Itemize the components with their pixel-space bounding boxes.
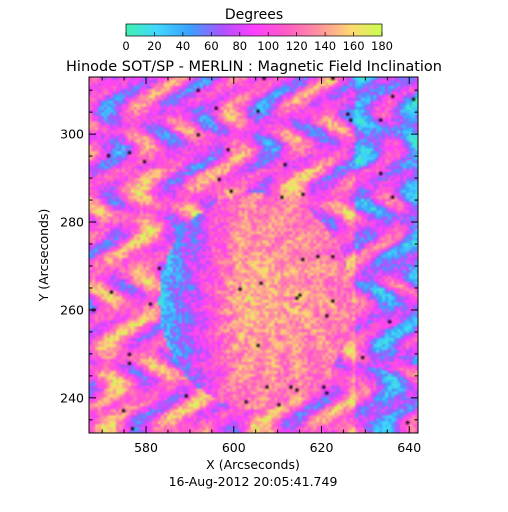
y-tick-label: 300 bbox=[60, 127, 84, 142]
timestamp: 16-Aug-2012 20:05:41.749 bbox=[169, 474, 338, 489]
colorbar-ticks: 0 20 40 60 80 100 120 140 160 180 bbox=[122, 32, 393, 53]
colorbar-tick-label: 60 bbox=[204, 39, 219, 53]
colorbar bbox=[125, 23, 383, 37]
y-axis-label: Y (Arcseconds) bbox=[36, 209, 51, 303]
x-axis-label: X (Arcseconds) bbox=[206, 457, 300, 472]
plot-frame bbox=[88, 76, 419, 434]
colorbar-tick-label: 40 bbox=[176, 39, 191, 53]
colorbar-tick-label: 140 bbox=[314, 39, 336, 53]
colorbar-tick-label: 160 bbox=[343, 39, 365, 53]
x-tick-label: 640 bbox=[397, 440, 421, 455]
colorbar-label: Degrees bbox=[225, 7, 283, 23]
colorbar-tick-label: 80 bbox=[232, 39, 247, 53]
x-tick-label: 620 bbox=[310, 440, 334, 455]
colorbar-tick-label: 120 bbox=[286, 39, 308, 53]
colorbar-tick-label: 20 bbox=[147, 39, 162, 53]
heatmap-image bbox=[89, 77, 418, 433]
x-tick-label: 580 bbox=[134, 440, 158, 455]
y-tick-label: 280 bbox=[60, 215, 84, 230]
colorbar-tick-label: 100 bbox=[257, 39, 279, 53]
x-axis: 580 600 620 640 bbox=[101, 77, 421, 455]
y-axis: 240 260 280 300 bbox=[60, 89, 418, 421]
heatmap-raster bbox=[89, 77, 418, 433]
x-tick-label: 600 bbox=[222, 440, 246, 455]
y-tick-label: 260 bbox=[60, 302, 84, 317]
colorbar-tick-label: 0 bbox=[122, 39, 129, 53]
chart-title: Hinode SOT/SP - MERLIN : Magnetic Field … bbox=[66, 59, 442, 75]
y-tick-label: 240 bbox=[60, 390, 84, 405]
colorbar-tick-label: 180 bbox=[371, 39, 393, 53]
